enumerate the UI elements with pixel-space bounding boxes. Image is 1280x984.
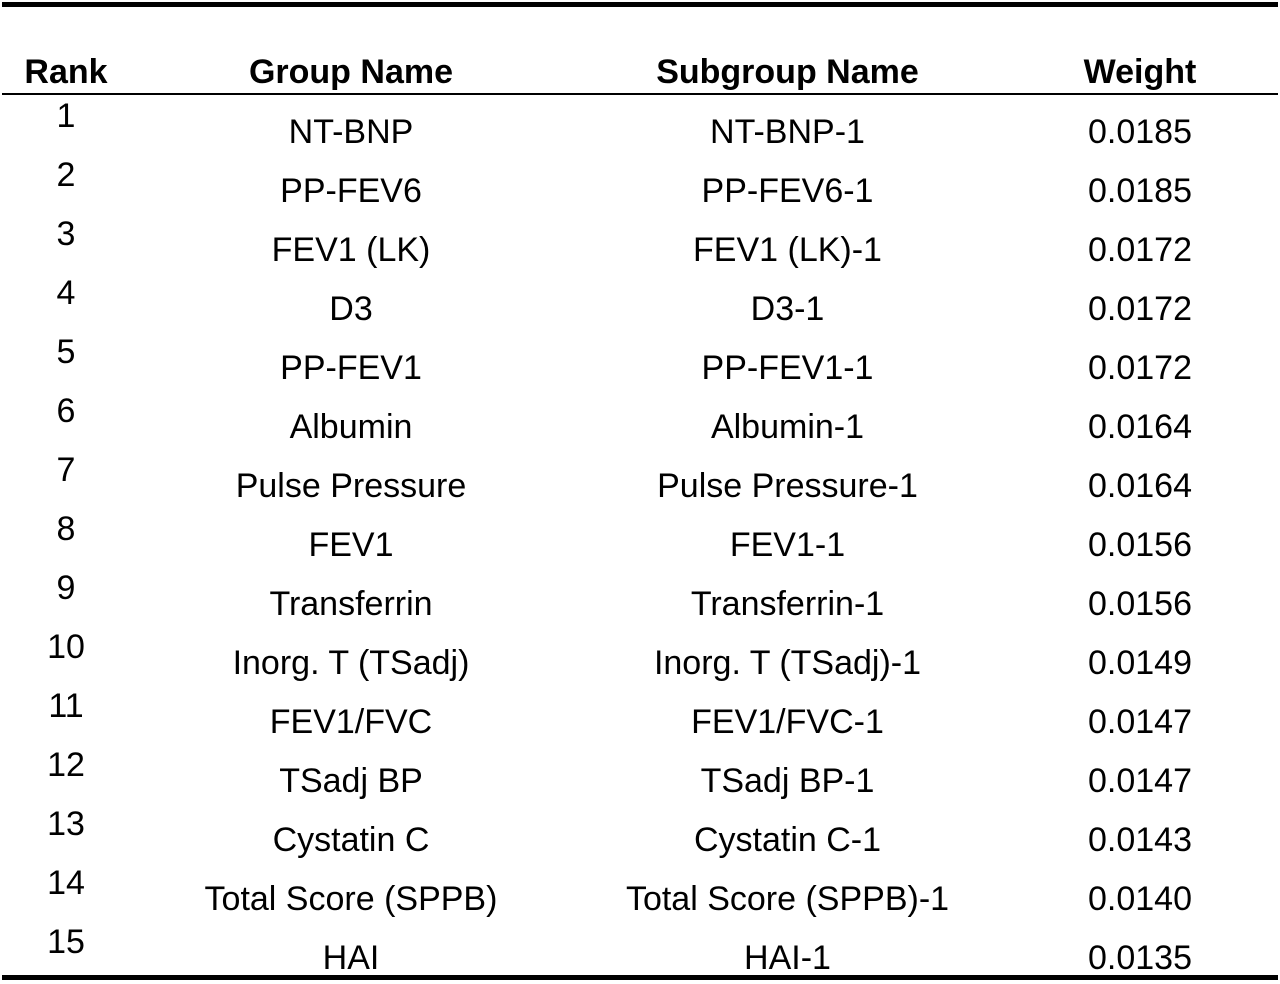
- table-row: 6 Albumin Albumin-1 0.0164: [0, 391, 1280, 450]
- table-row: 2 PP-FEV6 PP-FEV6-1 0.0185: [0, 155, 1280, 214]
- subgroup-name-cell: HAI-1: [744, 939, 831, 977]
- group-name-cell: Transferrin: [269, 585, 433, 623]
- group-name-cell: PP-FEV1: [280, 349, 422, 387]
- header-weight: Weight: [1083, 53, 1197, 91]
- table-header-rule: [2, 93, 1278, 95]
- subgroup-name-cell: Inorg. T (TSadj)-1: [653, 644, 922, 682]
- rank-cell: 9: [56, 569, 76, 607]
- subgroup-name-cell: Cystatin C-1: [693, 821, 882, 859]
- table-row: 3 FEV1 (LK) FEV1 (LK)-1 0.0172: [0, 214, 1280, 273]
- subgroup-name-cell: Transferrin-1: [690, 585, 885, 623]
- table-row: 1 NT-BNP NT-BNP-1 0.0185: [0, 96, 1280, 155]
- rank-cell: 6: [56, 392, 76, 430]
- table-row: 5 PP-FEV1 PP-FEV1-1 0.0172: [0, 332, 1280, 391]
- header-rank: Rank: [24, 53, 108, 91]
- subgroup-name-cell: TSadj BP-1: [700, 762, 875, 800]
- table-row: 10 Inorg. T (TSadj) Inorg. T (TSadj)-1 0.01…: [0, 627, 1280, 686]
- weight-cell: 0.0147: [1088, 703, 1192, 741]
- rank-cell: 15: [47, 923, 85, 961]
- weight-cell: 0.0143: [1088, 821, 1192, 859]
- rank-cell: 7: [56, 451, 76, 489]
- table-row: 11 FEV1/FVC FEV1/FVC-1 0.0147: [0, 686, 1280, 745]
- table-row: 12 TSadj BP TSadj BP-1 0.0147: [0, 745, 1280, 804]
- group-name-cell: PP-FEV6: [280, 172, 422, 210]
- table-row: 4 D3 D3-1 0.0172: [0, 273, 1280, 332]
- group-name-cell: TSadj BP: [279, 762, 423, 800]
- table-row: 15 HAI HAI-1 0.0135: [0, 922, 1280, 981]
- weight-cell: 0.0185: [1088, 113, 1192, 151]
- subgroup-name-cell: Pulse Pressure-1: [657, 467, 918, 505]
- group-name-cell: Total Score (SPPB): [204, 880, 498, 918]
- group-name-cell: NT-BNP: [288, 113, 414, 151]
- table-body: 1 NT-BNP NT-BNP-1 0.0185 2 PP-FEV6 PP-FEV6-1 0.…: [0, 96, 1280, 981]
- table-bottom-rule: [2, 975, 1278, 980]
- weight-cell: 0.0172: [1088, 290, 1192, 328]
- rank-cell: 1: [56, 97, 76, 135]
- rank-cell: 8: [56, 510, 76, 548]
- rank-cell: 14: [47, 864, 85, 902]
- weight-cell: 0.0156: [1088, 585, 1192, 623]
- weight-cell: 0.0185: [1088, 172, 1192, 210]
- weight-cell: 0.0147: [1088, 762, 1192, 800]
- subgroup-name-cell: FEV1 (LK)-1: [693, 231, 882, 269]
- rank-cell: 5: [56, 333, 76, 371]
- rank-cell: 3: [56, 215, 76, 253]
- rank-cell: 2: [56, 156, 76, 194]
- table-header-row: Rank Group Name Subgroup Name Weight: [0, 50, 1280, 94]
- table-row: 7 Pulse Pressure Pulse Pressure-1 0.0164: [0, 450, 1280, 509]
- subgroup-name-cell: FEV1-1: [729, 526, 846, 564]
- weight-cell: 0.0156: [1088, 526, 1192, 564]
- table-row: 8 FEV1 FEV1-1 0.0156: [0, 509, 1280, 568]
- subgroup-name-cell: NT-BNP-1: [710, 113, 865, 151]
- rank-cell: 10: [47, 628, 85, 666]
- group-name-cell: Pulse Pressure: [235, 467, 467, 505]
- header-subgroup-name: Subgroup Name: [656, 53, 919, 91]
- group-name-cell: Inorg. T (TSadj): [232, 644, 470, 682]
- weight-cell: 0.0149: [1088, 644, 1192, 682]
- group-name-cell: HAI: [322, 939, 380, 977]
- header-group-name: Group Name: [248, 53, 454, 91]
- subgroup-name-cell: Total Score (SPPB)-1: [625, 880, 950, 918]
- table-top-rule: [2, 2, 1278, 7]
- rank-cell: 4: [56, 274, 76, 312]
- group-name-cell: FEV1/FVC: [269, 703, 433, 741]
- group-name-cell: D3: [329, 290, 373, 328]
- subgroup-name-cell: PP-FEV6-1: [701, 172, 874, 210]
- subgroup-name-cell: Albumin-1: [710, 408, 865, 446]
- subgroup-name-cell: D3-1: [750, 290, 825, 328]
- table-row: 9 Transferrin Transferrin-1 0.0156: [0, 568, 1280, 627]
- weight-cell: 0.0135: [1088, 939, 1192, 977]
- group-name-cell: FEV1 (LK): [271, 231, 431, 269]
- table-row: 13 Cystatin C Cystatin C-1 0.0143: [0, 804, 1280, 863]
- group-name-cell: FEV1: [308, 526, 394, 564]
- rank-cell: 13: [47, 805, 85, 843]
- group-name-cell: Albumin: [289, 408, 413, 446]
- subgroup-name-cell: PP-FEV1-1: [701, 349, 874, 387]
- weight-cell: 0.0172: [1088, 231, 1192, 269]
- rank-cell: 11: [48, 687, 84, 725]
- rank-cell: 12: [47, 746, 85, 784]
- subgroup-name-cell: FEV1/FVC-1: [691, 703, 884, 741]
- weight-cell: 0.0164: [1088, 467, 1192, 505]
- table-row: 14 Total Score (SPPB) Total Score (SPPB)-1…: [0, 863, 1280, 922]
- weight-cell: 0.0140: [1088, 880, 1192, 918]
- group-name-cell: Cystatin C: [272, 821, 430, 859]
- weight-cell: 0.0172: [1088, 349, 1192, 387]
- weight-cell: 0.0164: [1088, 408, 1192, 446]
